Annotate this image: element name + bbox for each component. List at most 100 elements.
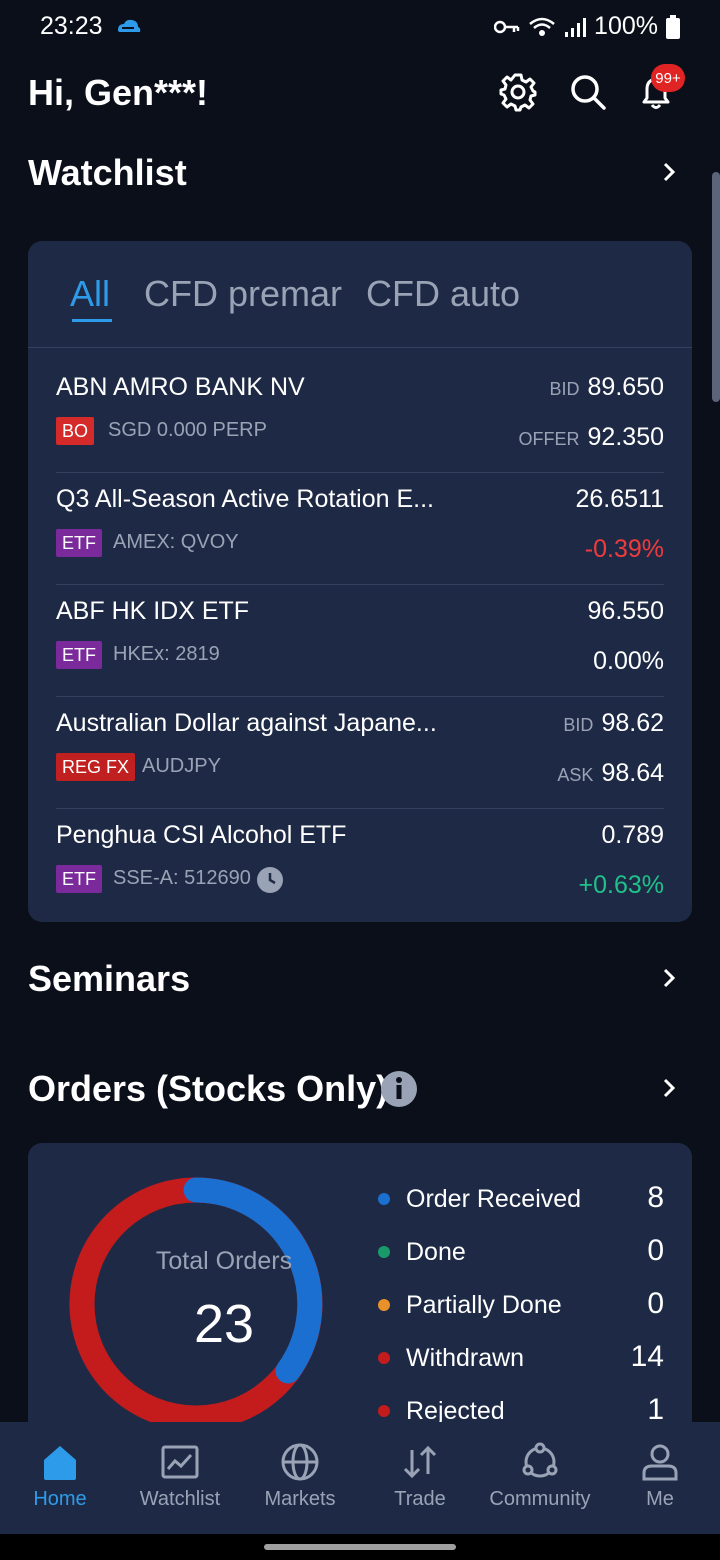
ask-label: ASK: [557, 765, 594, 785]
instrument-tag: ETF: [56, 529, 102, 557]
legend-dot: [378, 1299, 390, 1311]
search-button[interactable]: [566, 70, 610, 114]
instrument-sub: HKEx: 2819: [113, 643, 220, 665]
search-icon: [571, 75, 606, 110]
nav-label: Home: [33, 1488, 87, 1510]
legend-withdrawn: Withdrawn 14: [378, 1338, 664, 1378]
bottom-nav: Home Watchlist Markets Trade Community: [0, 1422, 720, 1534]
legend-label: Partially Done: [406, 1291, 562, 1319]
orders-title: Orders (Stocks Only): [28, 1068, 389, 1109]
nav-me[interactable]: Me: [600, 1422, 720, 1534]
watchlist-chevron-right-icon[interactable]: [658, 161, 680, 183]
tab-cfd-auto[interactable]: CFD auto: [366, 273, 521, 314]
greeting: Hi, Gen***!: [28, 72, 209, 113]
instrument-tag: ETF: [56, 641, 102, 669]
ask-price: 98.64: [601, 759, 664, 787]
trade-arrows-icon: [403, 1445, 437, 1479]
info-icon[interactable]: [380, 1070, 418, 1108]
seminars-chevron-right-icon[interactable]: [658, 967, 680, 989]
legend-count: 8: [647, 1181, 664, 1214]
price-change: 0.00%: [593, 647, 664, 675]
orders-card: Total Orders 23 Order Received 8 Done 0 …: [28, 1143, 692, 1431]
chart-icon: [161, 1445, 199, 1479]
watchlist-row[interactable]: ABF HK IDX ETF ETF HKEx: 2819 96.550 0.0…: [56, 585, 664, 697]
nav-label: Me: [646, 1488, 674, 1510]
home-icon: [44, 1446, 76, 1480]
settings-button[interactable]: [496, 70, 540, 114]
gesture-bar: [0, 1534, 720, 1560]
nav-markets[interactable]: Markets: [240, 1422, 360, 1534]
last-price: 96.550: [587, 597, 664, 625]
bid-price: 89.650: [587, 373, 664, 401]
nav-community[interactable]: Community: [480, 1422, 600, 1534]
instrument-name: Australian Dollar against Japane...: [56, 709, 437, 737]
status-icons: 100%: [494, 12, 680, 41]
bid-value: BID 98.62: [563, 709, 664, 738]
active-tab-indicator: [72, 319, 112, 322]
nav-trade[interactable]: Trade: [360, 1422, 480, 1534]
globe-icon: [281, 1443, 319, 1481]
user-icon: [642, 1444, 678, 1481]
legend-label: Withdrawn: [406, 1344, 525, 1372]
watchlist-row[interactable]: Penghua CSI Alcohol ETF ETF SSE-A: 51269…: [56, 809, 664, 921]
watchlist-row[interactable]: ABN AMRO BANK NV BO SGD 0.000 PERP BID 89…: [56, 361, 664, 473]
key-icon: [494, 20, 520, 33]
ask-value: ASK 98.64: [557, 759, 664, 788]
battery-icon: [666, 14, 680, 39]
legend-count: 0: [647, 1234, 664, 1267]
home-indicator[interactable]: [264, 1544, 456, 1550]
watchlist-card: All CFD premar CFD auto ABN AMRO BANK NV…: [28, 241, 692, 922]
nav-label: Community: [489, 1488, 591, 1510]
nav-label: Watchlist: [139, 1488, 221, 1510]
tab-all[interactable]: All: [70, 273, 111, 314]
watchlist-row[interactable]: Australian Dollar against Japane... REG …: [56, 697, 664, 809]
instrument-tag: BO: [56, 417, 95, 445]
total-orders-count: 23: [193, 1294, 255, 1354]
total-orders-label: Total Orders: [155, 1247, 293, 1275]
app-header: Hi, Gen***!: [0, 60, 720, 130]
bid-label: BID: [563, 715, 594, 735]
notification-badge: 99+: [651, 64, 685, 92]
nav-home[interactable]: Home: [0, 1422, 120, 1534]
nav-label: Trade: [394, 1488, 446, 1510]
watchlist-tabs: All CFD premar CFD auto: [28, 241, 692, 348]
price-change: +0.63%: [578, 871, 665, 899]
legend-partially-done: Partially Done 0: [378, 1285, 664, 1325]
instrument-name: Q3 All-Season Active Rotation E...: [56, 485, 434, 513]
instrument-sub: SGD 0.000 PERP: [108, 419, 267, 441]
last-price: 0.789: [601, 821, 664, 849]
legend-dot: [378, 1405, 390, 1417]
watchlist-row[interactable]: Q3 All-Season Active Rotation E... ETF A…: [56, 473, 664, 585]
instrument-sub: AUDJPY: [142, 755, 221, 777]
signal-icon: [565, 17, 587, 37]
legend-label: Rejected: [406, 1397, 505, 1425]
legend-order-received: Order Received 8: [378, 1179, 664, 1219]
instrument-sub: SSE-A: 512690: [113, 867, 251, 889]
legend-dot: [378, 1352, 390, 1364]
bid-price: 98.62: [601, 709, 664, 737]
legend-dot: [378, 1246, 390, 1258]
gear-icon: [499, 73, 537, 112]
offer-price: 92.350: [587, 423, 664, 451]
instrument-sub: AMEX: QVOY: [113, 531, 239, 553]
legend-label: Order Received: [406, 1185, 582, 1213]
status-bar: 23:23 100%: [0, 0, 720, 56]
legend-count: 14: [630, 1340, 664, 1373]
offer-value: OFFER 92.350: [519, 423, 664, 452]
instrument-tag: ETF: [56, 865, 102, 893]
legend-done: Done 0: [378, 1232, 664, 1272]
nav-watchlist[interactable]: Watchlist: [120, 1422, 240, 1534]
watchlist-title: Watchlist: [28, 152, 187, 193]
tab-cfd-premar[interactable]: CFD premar: [144, 273, 343, 314]
price-change: -0.39%: [584, 535, 664, 563]
wifi-icon: [529, 17, 555, 36]
bid-value: BID 89.650: [550, 373, 664, 402]
legend-count: 1: [647, 1393, 664, 1426]
legend-label: Done: [406, 1238, 466, 1266]
legend-rejected: Rejected 1: [378, 1391, 664, 1431]
instrument-name: ABF HK IDX ETF: [56, 597, 250, 625]
orders-chevron-right-icon[interactable]: [658, 1077, 680, 1099]
last-price: 26.6511: [575, 485, 664, 513]
scrollbar[interactable]: [712, 172, 720, 402]
legend-dot: [378, 1193, 390, 1205]
